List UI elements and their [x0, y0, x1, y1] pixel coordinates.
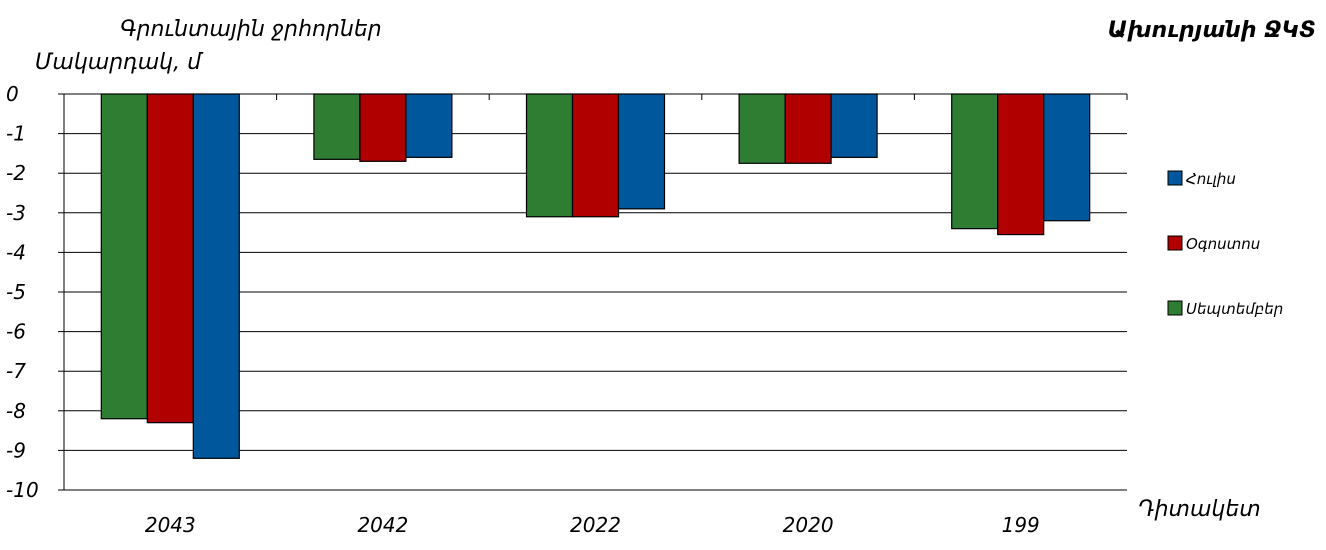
- y-tick-label: -9: [6, 438, 26, 462]
- y-axis-label: Մակարդակ, մ: [35, 50, 204, 75]
- y-tick-label: -8: [6, 399, 26, 423]
- y-tick-label: -10: [6, 478, 39, 502]
- y-tick-label: 0: [6, 82, 19, 106]
- bar: [192, 93, 240, 459]
- x-tick-label: 2020: [783, 513, 834, 537]
- bar: [1043, 93, 1091, 222]
- bar: [100, 93, 148, 420]
- bar: [146, 93, 194, 424]
- y-tick-label: -2: [6, 161, 26, 185]
- bars: [100, 93, 1091, 459]
- y-tick-label: -1: [6, 122, 26, 146]
- x-tick-label: 2043: [145, 513, 196, 537]
- axes: 0 -1 -2 -3 -4 -5 -6 -7 -8 -9 -10 2043 2042 2022 2020 19…: [6, 82, 1128, 537]
- bar: [997, 93, 1045, 236]
- legend-swatch: [1167, 300, 1183, 316]
- x-tick-label: 2042: [357, 513, 408, 537]
- bar: [951, 93, 999, 230]
- legend-label: Սեպտեմբեր: [1186, 300, 1283, 318]
- gridlines: [64, 93, 1127, 491]
- legend-swatch: [1167, 170, 1183, 186]
- bar: [617, 93, 666, 210]
- legend-label: Հուլիս: [1186, 170, 1236, 188]
- legend-label: Օգոստոս: [1186, 235, 1260, 253]
- x-tick-label: 199: [1002, 513, 1040, 537]
- y-tick-label: -5: [6, 280, 26, 304]
- y-tick-label: -7: [6, 359, 26, 383]
- chart-title: Ախուրյանի ՋԿՏ: [1108, 18, 1316, 43]
- bar: [525, 93, 574, 218]
- bar: [784, 93, 832, 164]
- x-tick-label: 2022: [570, 513, 621, 537]
- bar: [359, 93, 407, 162]
- bar: [405, 93, 453, 158]
- bar: [738, 93, 786, 164]
- y-tick-label: -6: [6, 320, 26, 344]
- bar: [313, 93, 361, 160]
- y-tick-label: -3: [6, 201, 26, 225]
- y-tick-label: -4: [6, 240, 26, 264]
- chart-subtitle: Գրունտային ջրհորներ: [120, 17, 382, 42]
- x-axis-label: Դիտակետ: [1138, 497, 1261, 522]
- legend-swatch: [1167, 235, 1183, 251]
- bar: [830, 93, 878, 158]
- bar: [571, 93, 620, 218]
- legend: Հուլիս Օգոստոս Սեպտեմբեր: [1167, 170, 1283, 318]
